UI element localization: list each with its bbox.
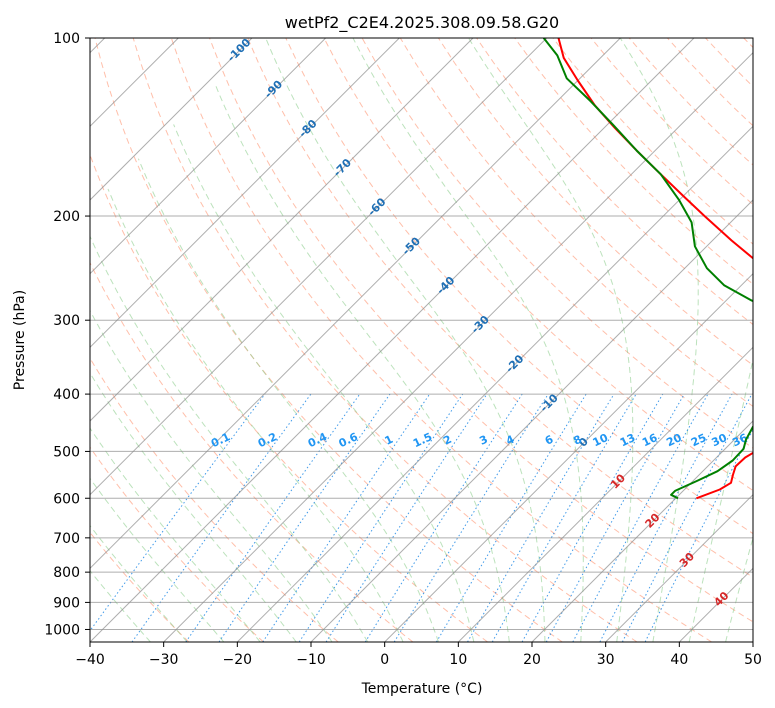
profile-layer	[542, 38, 753, 500]
x-tick-label: 0	[380, 652, 389, 668]
mixing-ratio-label: 20	[664, 431, 684, 449]
y-axis-label: Pressure (hPa)	[12, 290, 28, 390]
mixing-ratio-line	[262, 393, 431, 642]
moist-adiabat-line	[107, 188, 404, 642]
isotherm-line	[90, 38, 695, 642]
grid-layer	[90, 38, 753, 642]
moist-adiabat-line	[90, 235, 369, 642]
x-axis: −40 −30 −20 −10 0 10 20 30 40 50	[75, 642, 762, 668]
moist-adiabat-line	[725, 535, 753, 642]
isotherm-line	[384, 272, 753, 642]
moist-adiabat-line	[90, 427, 261, 642]
moist-adiabat-line	[619, 38, 699, 642]
mixing-ratio-label: 10	[591, 431, 611, 449]
y-tick-label: 600	[53, 491, 80, 507]
moist-adiabat-line	[90, 372, 297, 642]
mixing-ratio-line	[298, 393, 464, 642]
isotherm-line	[90, 38, 253, 201]
x-axis-label: Temperature (°C)	[361, 681, 483, 697]
mixing-ratio-label: 16	[640, 431, 660, 449]
dry-adiabat-line	[170, 38, 712, 642]
mixing-ratio-line	[545, 393, 685, 642]
dry-adiabat-line	[90, 261, 414, 642]
dry-adiabat-line	[476, 38, 753, 326]
x-tick-label: −10	[296, 652, 326, 668]
isotherm-line	[310, 199, 753, 642]
isotherm-line	[163, 51, 753, 642]
isotherm-line	[531, 420, 753, 642]
x-tick-label: 50	[744, 652, 762, 668]
plot-frame	[89, 37, 754, 643]
isotherm-line	[90, 38, 621, 570]
y-tick-label: 400	[53, 387, 80, 403]
isotherm-line	[605, 493, 753, 642]
dewpoint-profile-line	[542, 38, 753, 500]
y-tick-label: 900	[53, 595, 80, 611]
isotherm-line	[236, 125, 753, 642]
mixing-ratio-line	[131, 393, 312, 642]
x-tick-label: −30	[149, 652, 179, 668]
dry-adiabat-line	[90, 357, 339, 642]
y-tick-label: 500	[53, 444, 80, 460]
isotherm-line	[457, 346, 753, 642]
mixing-ratio-line	[325, 393, 488, 642]
y-tick-label: 100	[53, 31, 80, 47]
x-tick-label: 30	[597, 652, 615, 668]
dry-adiabat-line	[323, 38, 753, 492]
moist-adiabat-line	[90, 309, 333, 642]
x-tick-label: 20	[523, 652, 541, 668]
y-axis: 100 200 300 400 500 600 700 800 900 1000	[44, 31, 90, 638]
mixing-ratio-label: 25	[689, 431, 708, 449]
x-tick-label: −40	[75, 652, 105, 668]
mixing-ratio-line	[644, 428, 753, 642]
y-tick-label: 300	[53, 313, 80, 329]
chart-title: wetPf2_C2E4.2025.308.09.58.G20	[285, 13, 559, 33]
x-tick-label: 10	[449, 652, 467, 668]
y-tick-label: 1000	[44, 622, 80, 638]
dry-adiabat-line	[90, 446, 264, 642]
y-tick-label: 200	[53, 209, 80, 225]
mixing-ratio-line	[435, 393, 587, 642]
dry-adiabat-line	[94, 38, 563, 642]
y-tick-label: 800	[53, 565, 80, 581]
isotherm-line	[90, 38, 474, 422]
mixing-ratio-line	[521, 393, 664, 642]
x-tick-label: 40	[670, 652, 688, 668]
dry-adiabat-line	[132, 38, 638, 642]
isotherm-line	[90, 38, 327, 275]
dry-adiabat-line	[285, 38, 753, 535]
mixing-ratio-label: 13	[618, 431, 637, 449]
moist-adiabat-line	[688, 356, 753, 642]
moist-adiabat-line	[214, 84, 510, 642]
mixing-ratio-label: 30	[710, 431, 730, 449]
moist-adiabat-line	[265, 38, 546, 642]
dry-adiabat-line	[514, 38, 753, 285]
moist-adiabat-line	[90, 569, 151, 642]
mixing-ratio-line	[467, 393, 615, 642]
dry-adiabat-line	[247, 38, 753, 578]
y-tick-label: 700	[53, 531, 80, 547]
moist-adiabat-line	[90, 477, 225, 642]
plot-background	[90, 38, 753, 642]
moist-adiabat-line	[352, 38, 584, 642]
x-tick-label: −20	[223, 652, 253, 668]
mixing-ratio-line	[491, 393, 637, 642]
dry-adiabat-line	[209, 38, 753, 623]
mixing-ratio-line	[364, 393, 523, 642]
mixing-ratio-line	[393, 393, 549, 642]
isotherm-line	[90, 38, 548, 496]
isotherm-line	[90, 38, 400, 349]
moist-adiabat-line	[90, 524, 188, 642]
